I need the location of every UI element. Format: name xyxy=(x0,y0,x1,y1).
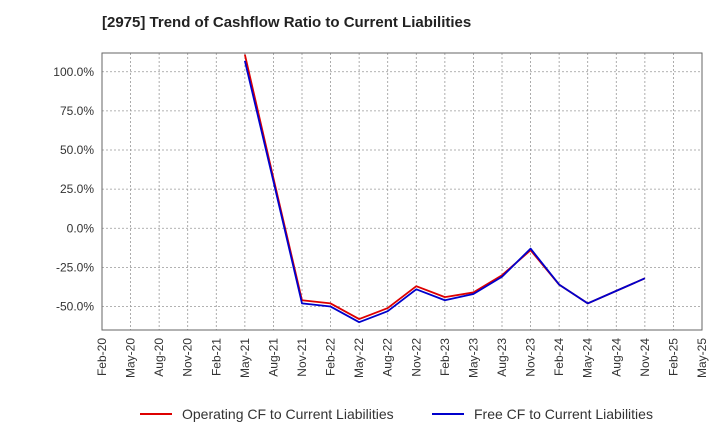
x-tick-label: May-25 xyxy=(695,338,709,378)
legend: Operating CF to Current Liabilities Free … xyxy=(140,406,653,422)
x-tick-label: May-20 xyxy=(124,338,138,378)
y-tick-label: 50.0% xyxy=(60,143,94,157)
x-tick-label: May-24 xyxy=(581,338,595,378)
x-tick-label: Aug-24 xyxy=(609,338,623,377)
x-tick-label: Nov-20 xyxy=(181,338,195,377)
x-tick-label: Nov-23 xyxy=(524,338,538,377)
x-tick-label: Aug-22 xyxy=(381,338,395,377)
x-tick-label: Feb-21 xyxy=(209,338,223,376)
y-tick-label: 75.0% xyxy=(60,104,94,118)
chart-title: [2975] Trend of Cashflow Ratio to Curren… xyxy=(102,14,472,31)
x-tick-label: May-21 xyxy=(238,338,252,378)
plot-area-frame xyxy=(101,52,703,331)
x-tick-label: Aug-21 xyxy=(266,338,280,377)
series-lines xyxy=(243,54,646,324)
x-axis-tick-labels: Feb-20 May-20 Aug-20 Nov-20 Feb-21 May-21 Aug-… xyxy=(95,338,709,378)
series-line-2 xyxy=(243,60,646,324)
legend-label-1: Operating CF to Current Liabilities xyxy=(182,406,394,422)
x-tick-label: Nov-22 xyxy=(409,338,423,377)
x-tick-label: Feb-23 xyxy=(438,338,452,376)
x-tick-label: Aug-23 xyxy=(495,338,509,377)
y-tick-label: 100.0% xyxy=(53,65,94,79)
grid-lines xyxy=(101,53,703,330)
x-tick-label: Aug-20 xyxy=(152,338,166,377)
x-tick-label: Nov-24 xyxy=(638,338,652,377)
legend-label-2: Free CF to Current Liabilities xyxy=(474,406,653,422)
x-tick-label: Feb-25 xyxy=(666,338,680,376)
x-tick-label: Feb-20 xyxy=(95,338,109,376)
y-tick-label: 25.0% xyxy=(60,182,94,196)
y-tick-label: -25.0% xyxy=(56,260,94,274)
y-axis-tick-labels: 100.0% 75.0% 50.0% 25.0% 0.0% -25.0% -50.0% xyxy=(53,65,94,314)
x-tick-label: Feb-22 xyxy=(324,338,338,376)
x-tick-label: May-22 xyxy=(352,338,366,378)
y-tick-label: 0.0% xyxy=(67,221,95,235)
x-tick-label: May-23 xyxy=(466,338,480,378)
x-tick-label: Feb-24 xyxy=(552,338,566,376)
x-tick-label: Nov-21 xyxy=(295,338,309,377)
y-tick-label: -50.0% xyxy=(56,300,94,314)
